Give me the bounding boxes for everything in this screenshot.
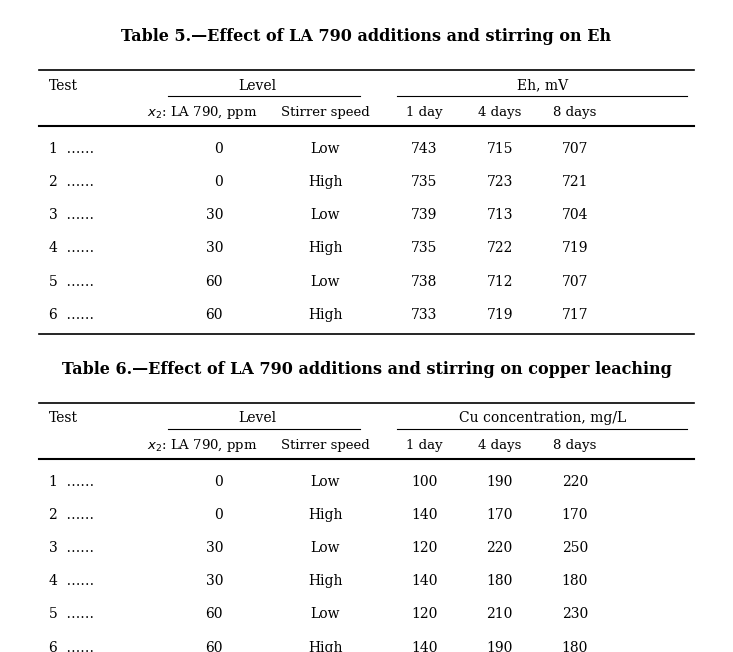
Text: 719: 719 <box>561 241 588 256</box>
Text: 170: 170 <box>487 508 513 522</box>
Text: Level: Level <box>238 79 276 93</box>
Text: 190: 190 <box>487 641 513 652</box>
Text: 713: 713 <box>487 208 513 222</box>
Text: High: High <box>309 574 343 588</box>
Text: Low: Low <box>311 608 340 621</box>
Text: 60: 60 <box>205 308 223 321</box>
Text: 719: 719 <box>487 308 513 321</box>
Text: 8 days: 8 days <box>553 106 597 119</box>
Text: 715: 715 <box>487 142 513 156</box>
Text: 8 days: 8 days <box>553 439 597 452</box>
Text: Table 5.—Effect of LA 790 additions and stirring on Eh: Table 5.—Effect of LA 790 additions and … <box>122 28 611 45</box>
Text: 30: 30 <box>205 541 223 555</box>
Text: 5  ……: 5 …… <box>49 274 94 289</box>
Text: 140: 140 <box>411 641 438 652</box>
Text: Low: Low <box>311 475 340 489</box>
Text: $x_2$: LA 790, ppm: $x_2$: LA 790, ppm <box>147 104 258 121</box>
Text: 707: 707 <box>561 274 588 289</box>
Text: 120: 120 <box>411 541 438 555</box>
Text: 180: 180 <box>561 574 588 588</box>
Text: 210: 210 <box>487 608 513 621</box>
Text: 0: 0 <box>214 475 223 489</box>
Text: 6  ……: 6 …… <box>49 308 94 321</box>
Text: 30: 30 <box>205 241 223 256</box>
Text: 739: 739 <box>411 208 438 222</box>
Text: 717: 717 <box>561 308 588 321</box>
Text: 1  ……: 1 …… <box>49 142 94 156</box>
Text: 723: 723 <box>487 175 513 189</box>
Text: Eh, mV: Eh, mV <box>517 79 568 93</box>
Text: 30: 30 <box>205 574 223 588</box>
Text: Table 6.—Effect of LA 790 additions and stirring on copper leaching: Table 6.—Effect of LA 790 additions and … <box>62 361 671 378</box>
Text: 170: 170 <box>561 508 588 522</box>
Text: 2  ……: 2 …… <box>49 175 94 189</box>
Text: 6  ……: 6 …… <box>49 641 94 652</box>
Text: 0: 0 <box>214 142 223 156</box>
Text: Low: Low <box>311 208 340 222</box>
Text: 721: 721 <box>561 175 588 189</box>
Text: Low: Low <box>311 142 340 156</box>
Text: 3  ……: 3 …… <box>49 208 94 222</box>
Text: Stirrer speed: Stirrer speed <box>281 106 370 119</box>
Text: 230: 230 <box>561 608 588 621</box>
Text: High: High <box>309 308 343 321</box>
Text: 140: 140 <box>411 508 438 522</box>
Text: 180: 180 <box>487 574 513 588</box>
Text: 60: 60 <box>205 641 223 652</box>
Text: 180: 180 <box>561 641 588 652</box>
Text: High: High <box>309 175 343 189</box>
Text: 140: 140 <box>411 574 438 588</box>
Text: 120: 120 <box>411 608 438 621</box>
Text: Test: Test <box>49 411 78 426</box>
Text: 60: 60 <box>205 274 223 289</box>
Text: 704: 704 <box>561 208 588 222</box>
Text: 722: 722 <box>487 241 513 256</box>
Text: 4  ……: 4 …… <box>49 574 94 588</box>
Text: 100: 100 <box>411 475 438 489</box>
Text: 190: 190 <box>487 475 513 489</box>
Text: High: High <box>309 508 343 522</box>
Text: Low: Low <box>311 541 340 555</box>
Text: 1 day: 1 day <box>406 106 443 119</box>
Text: 1  ……: 1 …… <box>49 475 94 489</box>
Text: Low: Low <box>311 274 340 289</box>
Text: High: High <box>309 241 343 256</box>
Text: Cu concentration, mg/L: Cu concentration, mg/L <box>459 411 626 426</box>
Text: 735: 735 <box>411 175 438 189</box>
Text: 743: 743 <box>411 142 438 156</box>
Text: 4 days: 4 days <box>478 439 521 452</box>
Text: 738: 738 <box>411 274 438 289</box>
Text: High: High <box>309 641 343 652</box>
Text: 220: 220 <box>561 475 588 489</box>
Text: Level: Level <box>238 411 276 426</box>
Text: 60: 60 <box>205 608 223 621</box>
Text: Stirrer speed: Stirrer speed <box>281 439 370 452</box>
Text: $x_2$: LA 790, ppm: $x_2$: LA 790, ppm <box>147 437 258 454</box>
Text: 30: 30 <box>205 208 223 222</box>
Text: 0: 0 <box>214 508 223 522</box>
Text: 712: 712 <box>487 274 513 289</box>
Text: Test: Test <box>49 79 78 93</box>
Text: 707: 707 <box>561 142 588 156</box>
Text: 1 day: 1 day <box>406 439 443 452</box>
Text: 4  ……: 4 …… <box>49 241 94 256</box>
Text: 733: 733 <box>411 308 438 321</box>
Text: 2  ……: 2 …… <box>49 508 94 522</box>
Text: 5  ……: 5 …… <box>49 608 94 621</box>
Text: 4 days: 4 days <box>478 106 521 119</box>
Text: 3  ……: 3 …… <box>49 541 94 555</box>
Text: 220: 220 <box>487 541 513 555</box>
Text: 0: 0 <box>214 175 223 189</box>
Text: 250: 250 <box>561 541 588 555</box>
Text: 735: 735 <box>411 241 438 256</box>
